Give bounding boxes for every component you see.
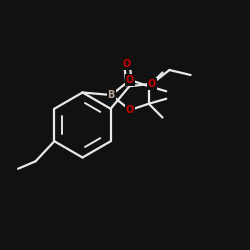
Text: O: O <box>126 75 134 85</box>
Text: O: O <box>148 79 156 89</box>
Text: B: B <box>108 90 115 100</box>
Text: O: O <box>126 105 134 115</box>
Text: O: O <box>123 59 131 69</box>
